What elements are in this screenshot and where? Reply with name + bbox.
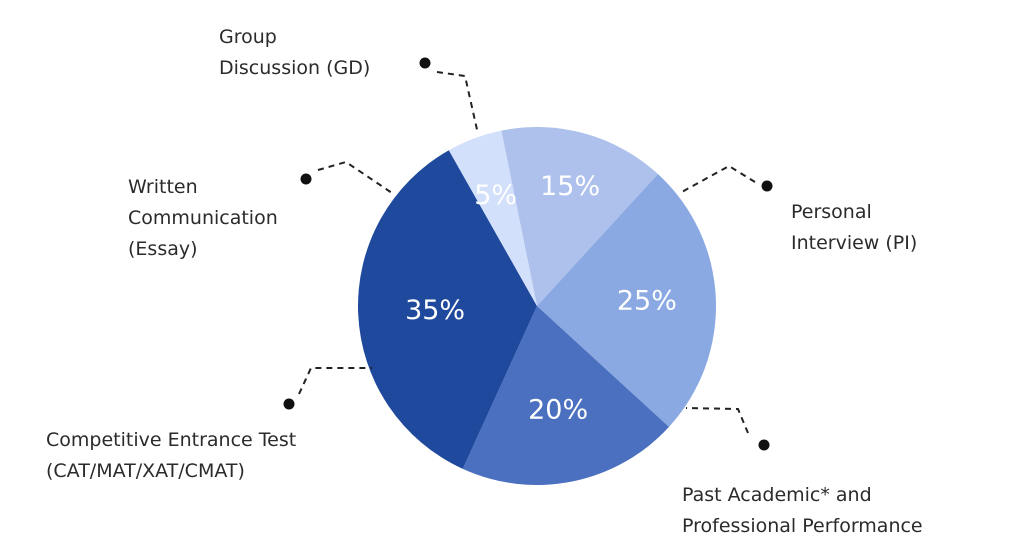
callout-label: Past Academic* and Professional Performan… [682,484,923,537]
callout-label-line: Professional Performance [682,515,923,537]
callout-label-line: Written [128,176,198,198]
callout-label-line: Competitive Entrance Test [46,429,296,451]
leader-line [436,71,479,135]
callout-label-line: Interview (PI) [791,232,917,254]
percent-labels: 15% 25% 20% 35% 5% [405,171,677,425]
callout: Personal Interview (PI) [679,164,917,254]
pie-slices [358,126,716,485]
slice-percent-label: 35% [405,295,465,326]
callout-dot [300,173,312,185]
pie-slice [358,150,537,469]
callout-label-line: Discussion (GD) [219,57,370,79]
pie-slice [537,174,716,427]
callout-label-line: Past Academic* and [682,484,872,506]
callout-label: Written Communication (Essay) [128,176,278,260]
slice-percent-label: 15% [540,171,600,202]
slice-percent-label: 5% [474,180,517,211]
callout-label: Competitive Entrance Test (CAT/MAT/XAT/CM… [46,429,296,482]
callout-label-line: Communication [128,207,278,229]
leader-line [317,160,393,194]
leader-line [685,407,749,434]
callout-label-line: (CAT/MAT/XAT/CMAT) [46,460,245,482]
callout: Competitive Entrance Test (CAT/MAT/XAT/CM… [46,367,372,482]
pie-slice [448,130,537,306]
callout: Past Academic* and Professional Performan… [682,407,923,537]
callout-dot [761,180,773,192]
callout-label-line: Group [219,26,277,48]
leader-line [298,367,372,395]
callout-label: Group Discussion (GD) [219,26,370,79]
slice-percent-label: 25% [617,286,677,317]
callout-label: Personal Interview (PI) [791,201,917,254]
callout-dot [758,439,770,451]
callout-label-line: (Essay) [128,238,198,260]
callouts: Group Discussion (GD) Personal Interview (P… [46,26,923,537]
callout-dot [419,57,431,69]
pie-slice [501,126,658,306]
pie-slice [462,306,669,485]
callout: Group Discussion (GD) [219,26,479,135]
leader-line [679,164,756,194]
callout-dot [283,398,295,410]
callout-label-line: Personal [791,201,872,223]
slice-percent-label: 20% [528,394,588,425]
callout: Written Communication (Essay) [128,160,393,260]
